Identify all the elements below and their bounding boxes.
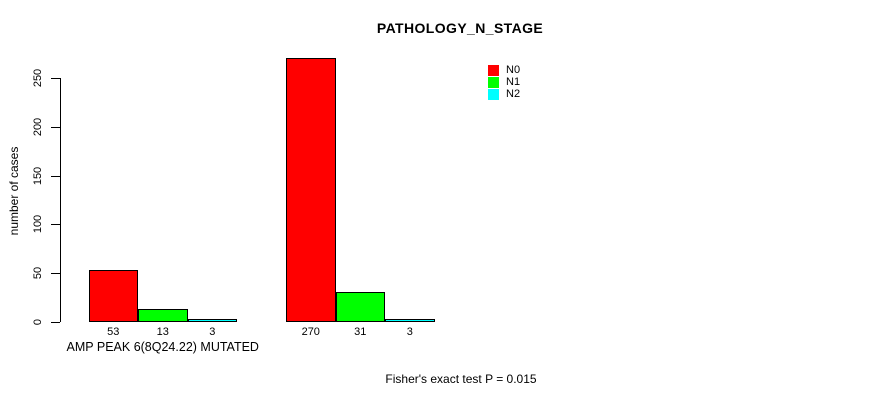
legend-label: N0	[506, 63, 521, 76]
y-tick	[51, 224, 60, 226]
bar-N2-group1	[187, 319, 237, 322]
legend-swatch	[488, 88, 499, 100]
y-tick-label: 150	[32, 166, 44, 185]
legend-item-N2: N2	[488, 88, 520, 100]
y-tick	[51, 273, 60, 275]
legend-swatch	[488, 64, 499, 76]
chart-title: PATHOLOGY_N_STAGE	[376, 20, 544, 36]
legend-label: N2	[506, 87, 521, 100]
y-tick	[51, 126, 60, 128]
legend: N0 N1 N2	[488, 64, 520, 100]
legend-item-N0: N0	[488, 64, 520, 76]
bar-value-label: 13	[156, 326, 169, 338]
y-tick	[51, 78, 60, 79]
bar-N2-group2	[385, 319, 435, 322]
bar-N1-group1	[138, 309, 188, 322]
y-axis-line	[60, 78, 61, 322]
bar-value-label: 3	[406, 326, 413, 338]
y-tick-label: 0	[32, 318, 44, 326]
bar-value-label: 53	[107, 326, 120, 338]
group-label: AMP PEAK 6(8Q24.22) MUTATED	[66, 340, 259, 354]
y-tick-label: 200	[32, 117, 44, 136]
bar-value-label: 270	[301, 326, 320, 338]
legend-swatch	[488, 76, 499, 88]
y-tick-label: 100	[32, 215, 44, 234]
bar-value-label: 31	[354, 326, 367, 338]
bar-N0-group2	[286, 58, 336, 322]
legend-item-N1: N1	[488, 76, 520, 88]
y-axis-title: number of cases	[7, 146, 21, 236]
bar-value-label: 3	[209, 326, 216, 338]
bar-N1-group2	[335, 291, 385, 322]
y-tick-label: 50	[32, 267, 44, 280]
legend-label: N1	[506, 75, 521, 88]
y-tick-label: 250	[32, 68, 44, 88]
y-tick	[51, 322, 60, 323]
y-tick	[51, 175, 60, 177]
statistical-test-note: Fisher's exact test P = 0.015	[385, 372, 537, 386]
bar-N0-group1	[88, 270, 138, 322]
